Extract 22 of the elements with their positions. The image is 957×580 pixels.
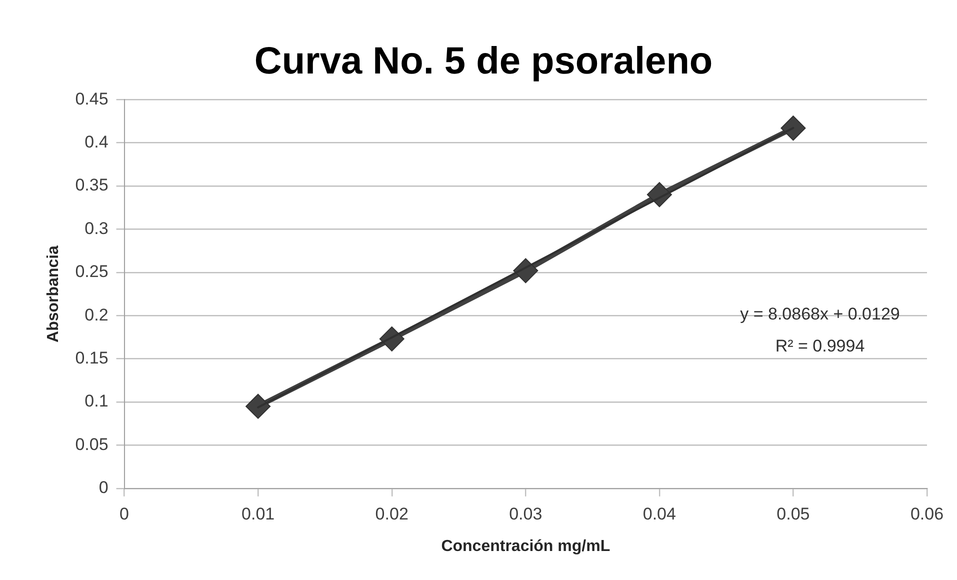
x-tick-label: 0.01 [242, 504, 275, 524]
y-axis-title: Absorbancia [45, 245, 62, 342]
x-tick-label: 0.04 [642, 504, 676, 524]
x-tick-label: 0.03 [509, 504, 542, 524]
y-tick-label: 0.05 [75, 434, 108, 454]
y-tick-label: 0.15 [75, 348, 108, 368]
annotation: y = 8.0868x + 0.0129 [740, 304, 900, 324]
x-tick-label: 0 [120, 504, 130, 524]
y-tick-label: 0.1 [84, 392, 108, 411]
y-tick-label: 0.2 [84, 305, 108, 324]
x-tick-label: 0.05 [776, 504, 810, 524]
y-tick-label: 0.45 [75, 89, 108, 108]
y-tick-label: 0.25 [75, 262, 108, 282]
chart-title: Curva No. 5 de psoraleno [254, 40, 713, 82]
y-tick-label: 0.35 [75, 176, 108, 195]
x-axis-title: Concentración mg/mL [441, 538, 610, 555]
y-tick-label: 0.3 [84, 218, 108, 238]
y-tick-label: 0 [98, 478, 108, 498]
x-tick-label: 0.06 [910, 504, 944, 524]
y-tick-label: 0.4 [84, 132, 108, 152]
annotation: R² = 0.9994 [775, 336, 865, 356]
x-tick-label: 0.02 [375, 504, 408, 524]
